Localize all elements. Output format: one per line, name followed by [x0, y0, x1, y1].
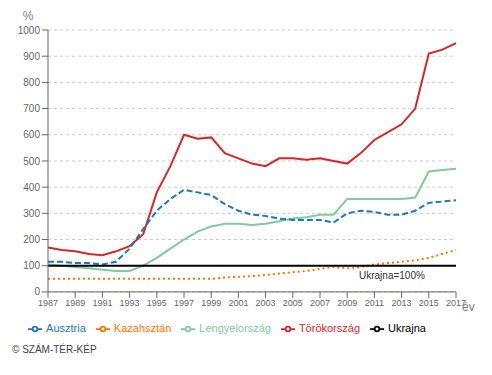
- svg-text:2013: 2013: [392, 298, 412, 308]
- svg-text:1997: 1997: [174, 298, 194, 308]
- html-text:Ukrajna: Ukrajna: [388, 321, 426, 334]
- svg-text:600: 600: [23, 129, 40, 140]
- html-text:Lengyelország: Lengyelország: [199, 321, 271, 334]
- svg-text:800: 800: [23, 77, 40, 88]
- svg-text:400: 400: [23, 182, 40, 193]
- svg-text:1000: 1000: [18, 25, 41, 36]
- svg-text:1993: 1993: [120, 298, 140, 308]
- html-text:© SZÁM-TÉR-KÉP: © SZÁM-TÉR-KÉP: [12, 344, 97, 355]
- svg-text:200: 200: [23, 234, 40, 245]
- html-text:Kazahsztán: Kazahsztán: [113, 321, 172, 334]
- svg-text:1999: 1999: [201, 298, 221, 308]
- svg-text:2015: 2015: [419, 298, 439, 308]
- svg-text:900: 900: [23, 51, 40, 62]
- svg-text:2009: 2009: [337, 298, 357, 308]
- html-text:Törökország: Törökország: [298, 321, 360, 334]
- svg-text:100: 100: [23, 260, 40, 271]
- svg-text:300: 300: [23, 208, 40, 219]
- svg-text:1989: 1989: [65, 298, 85, 308]
- svg-text:1991: 1991: [92, 298, 112, 308]
- svg-text:2017: 2017: [446, 298, 466, 309]
- svg-text:2003: 2003: [256, 298, 276, 308]
- svg-text:1995: 1995: [147, 298, 167, 308]
- svg-text:év: év: [462, 300, 475, 314]
- svg-text:0: 0: [34, 286, 40, 297]
- svg-text:500: 500: [23, 156, 40, 167]
- html-text:Ausztria: Ausztria: [46, 321, 86, 334]
- svg-text:1987: 1987: [38, 298, 58, 308]
- svg-text:2001: 2001: [228, 298, 248, 308]
- svg-text:2007: 2007: [310, 298, 330, 308]
- svg-text:2005: 2005: [283, 298, 303, 308]
- svg-text:2011: 2011: [365, 298, 384, 308]
- svg-text:%: %: [23, 9, 34, 23]
- svg-text:Ukrajna=100%: Ukrajna=100%: [359, 270, 425, 281]
- svg-text:700: 700: [23, 103, 40, 114]
